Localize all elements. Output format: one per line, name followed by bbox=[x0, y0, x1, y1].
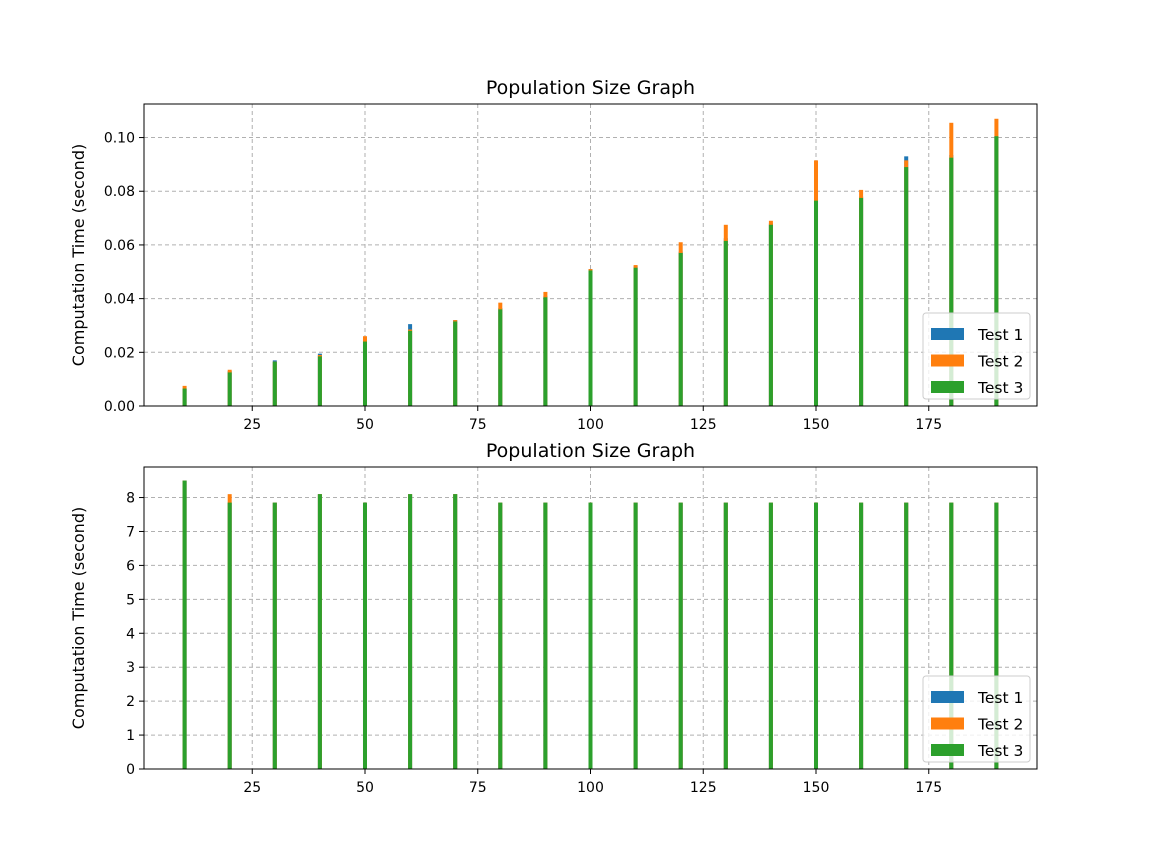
bar-top-s3-60 bbox=[408, 330, 413, 406]
legend-swatch-top-2 bbox=[931, 354, 964, 367]
bar-bottom-s3-20 bbox=[227, 502, 232, 769]
x-tick-label-bottom-1: 50 bbox=[356, 780, 374, 796]
x-tick-label-top-3: 100 bbox=[577, 417, 604, 433]
x-tick-label-top-2: 75 bbox=[469, 417, 487, 433]
y-tick-label-bottom-3: 3 bbox=[126, 660, 135, 676]
y-tick-label-top-4: 0.08 bbox=[104, 184, 135, 200]
y-tick-label-bottom-8: 8 bbox=[126, 491, 135, 507]
bar-top-s3-80 bbox=[498, 309, 503, 406]
bar-bottom-s3-60 bbox=[408, 494, 413, 769]
y-tick-label-top-2: 0.04 bbox=[104, 292, 135, 308]
bar-bottom-s3-40 bbox=[317, 494, 322, 769]
bar-top-s3-180 bbox=[949, 157, 954, 406]
bar-top-s3-130 bbox=[723, 240, 728, 406]
y-tick-label-top-3: 0.06 bbox=[104, 238, 135, 254]
legend-label-bottom-1: Test 1 bbox=[977, 689, 1023, 707]
x-tick-label-top-6: 175 bbox=[915, 417, 942, 433]
x-tick-label-bottom-3: 100 bbox=[577, 780, 604, 796]
bars-top bbox=[182, 118, 999, 407]
x-tick-label-top-4: 125 bbox=[690, 417, 717, 433]
chart-bottom: 25 50 75 100 125 150 175 0 1 2 3 4 5 6 7 8 Population … bbox=[69, 440, 1038, 796]
bar-top-s3-20 bbox=[227, 372, 232, 406]
bar-top-s3-90 bbox=[543, 297, 548, 406]
legend-top: Test 1 Test 2 Test 3 bbox=[922, 312, 1031, 400]
bar-bottom-s3-160 bbox=[859, 502, 864, 769]
legend-swatch-top-3 bbox=[931, 381, 964, 393]
x-tick-label-bottom-2: 75 bbox=[469, 780, 487, 796]
bar-top-s3-30 bbox=[272, 361, 277, 406]
bar-bottom-s3-70 bbox=[453, 494, 458, 769]
y-tick-label-top-5: 0.10 bbox=[104, 131, 135, 147]
bars-bottom bbox=[182, 480, 999, 769]
bar-top-s3-10 bbox=[182, 388, 187, 406]
bar-top-s3-40 bbox=[317, 356, 322, 406]
bar-bottom-s3-190 bbox=[994, 502, 999, 769]
bar-bottom-s3-150 bbox=[814, 502, 819, 769]
bar-bottom-s3-80 bbox=[498, 502, 503, 769]
x-ticks-bottom: 25 50 75 100 125 150 175 bbox=[243, 769, 942, 796]
y-tick-label-bottom-1: 1 bbox=[126, 728, 135, 744]
grid-top bbox=[144, 104, 1037, 407]
legend-bottom: Test 1 Test 2 Test 3 bbox=[922, 675, 1031, 763]
legend-label-top-3: Test 3 bbox=[977, 379, 1023, 397]
y-tick-label-top-1: 0.02 bbox=[104, 345, 135, 361]
bar-top-s3-160 bbox=[859, 197, 864, 406]
legend-label-bottom-2: Test 2 bbox=[977, 716, 1023, 734]
bar-top-s3-110 bbox=[633, 267, 638, 406]
y-tick-label-bottom-0: 0 bbox=[126, 762, 135, 778]
bar-bottom-s3-120 bbox=[678, 502, 683, 769]
y-axis-label-bottom: Computation Time (second) bbox=[69, 507, 88, 729]
chart-title-top: Population Size Graph bbox=[486, 77, 695, 99]
bar-bottom-s3-50 bbox=[362, 502, 367, 769]
chart-title-bottom: Population Size Graph bbox=[486, 440, 695, 462]
x-tick-label-bottom-5: 150 bbox=[803, 780, 830, 796]
x-tick-label-bottom-4: 125 bbox=[690, 780, 717, 796]
y-ticks-top: 0.00 0.02 0.04 0.06 0.08 0.10 bbox=[104, 131, 144, 415]
y-tick-label-bottom-7: 7 bbox=[126, 524, 135, 540]
y-tick-label-bottom-4: 4 bbox=[126, 626, 135, 642]
y-tick-label-bottom-6: 6 bbox=[126, 558, 135, 574]
x-tick-label-bottom-6: 175 bbox=[915, 780, 942, 796]
bar-bottom-s3-180 bbox=[949, 502, 954, 769]
y-tick-label-top-0: 0.00 bbox=[104, 399, 135, 415]
bar-bottom-s3-100 bbox=[588, 502, 593, 769]
chart-top: 25 50 75 100 125 150 175 0.000.020.040.060.080… bbox=[69, 77, 1038, 433]
bar-top-s3-70 bbox=[453, 321, 458, 406]
bar-top-s3-150 bbox=[814, 200, 819, 406]
bar-top-s3-190 bbox=[994, 136, 999, 407]
y-axis-label-top: Computation Time (second) bbox=[69, 144, 88, 366]
x-tick-label-top-0: 25 bbox=[243, 417, 261, 433]
bar-bottom-s3-130 bbox=[723, 502, 728, 769]
x-ticks-top: 25 50 75 100 125 150 175 bbox=[243, 406, 942, 433]
legend-swatch-bottom-3 bbox=[931, 744, 964, 756]
bar-top-s3-100 bbox=[588, 270, 593, 406]
bar-bottom-s3-110 bbox=[633, 502, 638, 769]
x-tick-label-top-1: 50 bbox=[356, 417, 374, 433]
y-tick-label-bottom-2: 2 bbox=[126, 694, 135, 710]
bar-top-s3-50 bbox=[362, 341, 367, 406]
bar-bottom-s3-170 bbox=[904, 502, 909, 769]
bar-bottom-s3-140 bbox=[768, 502, 773, 769]
bar-top-s3-140 bbox=[768, 224, 773, 406]
legend-swatch-bottom-2 bbox=[931, 717, 964, 730]
bar-top-s3-120 bbox=[678, 252, 683, 406]
bar-bottom-s3-10 bbox=[182, 480, 187, 769]
bar-top-s3-170 bbox=[904, 167, 909, 406]
legend-label-top-1: Test 1 bbox=[977, 326, 1023, 344]
x-tick-label-top-5: 150 bbox=[803, 417, 830, 433]
legend-swatch-bottom-1 bbox=[931, 691, 964, 703]
x-tick-label-bottom-0: 25 bbox=[243, 780, 261, 796]
legend-label-bottom-3: Test 3 bbox=[977, 742, 1023, 760]
legend-swatch-top-1 bbox=[931, 328, 964, 340]
y-ticks-bottom: 0 1 2 3 4 5 6 7 8 bbox=[126, 491, 144, 778]
bar-bottom-s3-90 bbox=[543, 502, 548, 769]
y-tick-label-bottom-5: 5 bbox=[126, 592, 135, 608]
legend-label-top-2: Test 2 bbox=[977, 353, 1023, 371]
bar-bottom-s3-30 bbox=[272, 502, 277, 769]
